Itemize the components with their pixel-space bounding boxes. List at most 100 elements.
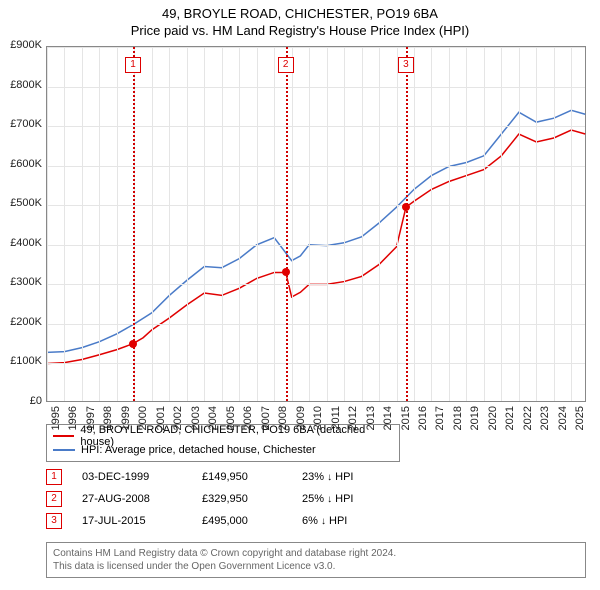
series-line-hpi [47, 110, 585, 352]
x-axis-label: 2006 [242, 406, 254, 436]
sale-row: 2 27-AUG-2008£329,95025% ↓ HPI [46, 488, 466, 510]
sale-price: £329,950 [202, 493, 302, 505]
gridline-v [379, 47, 380, 401]
gridline-v [344, 47, 345, 401]
y-axis-label: £600K [2, 158, 42, 170]
x-axis-label: 2001 [155, 406, 167, 436]
gridline-h [47, 363, 585, 364]
gridline-v [82, 47, 83, 401]
x-axis-label: 1995 [50, 406, 62, 436]
sale-date: 17-JUL-2015 [82, 515, 202, 527]
sale-date: 03-DEC-1999 [82, 471, 202, 483]
x-axis-label: 2004 [207, 406, 219, 436]
sale-dot-1 [129, 340, 137, 348]
x-axis-label: 2022 [522, 406, 534, 436]
x-axis-label: 2005 [225, 406, 237, 436]
gridline-v [222, 47, 223, 401]
attribution-footer: Contains HM Land Registry data © Crown c… [46, 542, 586, 578]
gridline-v [397, 47, 398, 401]
sale-row: 1 03-DEC-1999£149,95023% ↓ HPI [46, 466, 466, 488]
gridline-h [47, 205, 585, 206]
x-axis-label: 1998 [102, 406, 114, 436]
x-axis-label: 2018 [452, 406, 464, 436]
sale-hpi-diff: 23% ↓ HPI [302, 471, 382, 483]
x-axis-label: 2007 [260, 406, 272, 436]
x-axis-label: 2008 [277, 406, 289, 436]
gridline-v [274, 47, 275, 401]
gridline-v [431, 47, 432, 401]
gridline-h [47, 47, 585, 48]
gridline-v [484, 47, 485, 401]
legend-label: HPI: Average price, detached house, Chic… [81, 444, 316, 456]
sale-marker-badge: 1 [46, 469, 62, 485]
x-axis-label: 2017 [434, 406, 446, 436]
sale-row: 3 17-JUL-2015£495,0006% ↓ HPI [46, 510, 466, 532]
sale-hpi-diff: 6% ↓ HPI [302, 515, 382, 527]
gridline-v [117, 47, 118, 401]
gridline-v [414, 47, 415, 401]
sale-date: 27-AUG-2008 [82, 493, 202, 505]
x-axis-label: 2011 [330, 406, 342, 436]
gridline-h [47, 324, 585, 325]
gridline-h [47, 284, 585, 285]
marker-line-3 [406, 47, 408, 401]
gridline-v [536, 47, 537, 401]
y-axis-label: £400K [2, 237, 42, 249]
y-axis-label: £700K [2, 118, 42, 130]
gridline-v [466, 47, 467, 401]
gridline-v [239, 47, 240, 401]
marker-line-1 [133, 47, 135, 401]
x-axis-label: 2003 [190, 406, 202, 436]
gridline-h [47, 126, 585, 127]
sale-price: £149,950 [202, 471, 302, 483]
chart-title: 49, BROYLE ROAD, CHICHESTER, PO19 6BA [0, 0, 600, 21]
sale-price: £495,000 [202, 515, 302, 527]
gridline-v [257, 47, 258, 401]
x-axis-label: 2014 [382, 406, 394, 436]
gridline-v [64, 47, 65, 401]
marker-badge-2: 2 [278, 57, 294, 73]
chart-svg [47, 47, 585, 401]
gridline-h [47, 166, 585, 167]
footer-line-2: This data is licensed under the Open Gov… [53, 560, 579, 573]
sale-marker-badge: 3 [46, 513, 62, 529]
x-axis-label: 2016 [417, 406, 429, 436]
gridline-h [47, 245, 585, 246]
gridline-v [327, 47, 328, 401]
y-axis-label: £200K [2, 316, 42, 328]
gridline-v [99, 47, 100, 401]
gridline-v [292, 47, 293, 401]
gridline-v [309, 47, 310, 401]
gridline-v [204, 47, 205, 401]
y-axis-label: £0 [2, 395, 42, 407]
y-axis-label: £100K [2, 355, 42, 367]
gridline-v [519, 47, 520, 401]
x-axis-label: 2019 [469, 406, 481, 436]
gridline-v [501, 47, 502, 401]
x-axis-label: 2025 [574, 406, 586, 436]
x-axis-label: 1999 [120, 406, 132, 436]
marker-line-2 [286, 47, 288, 401]
gridline-v [169, 47, 170, 401]
x-axis-label: 2023 [539, 406, 551, 436]
marker-badge-3: 3 [398, 57, 414, 73]
x-axis-label: 2002 [172, 406, 184, 436]
marker-badge-1: 1 [125, 57, 141, 73]
plot-area: 1 2 3 [46, 46, 586, 402]
chart-subtitle: Price paid vs. HM Land Registry's House … [0, 21, 600, 38]
x-axis-label: 2010 [312, 406, 324, 436]
sale-marker-badge: 2 [46, 491, 62, 507]
sale-hpi-diff: 25% ↓ HPI [302, 493, 382, 505]
y-axis-label: £500K [2, 197, 42, 209]
footer-line-1: Contains HM Land Registry data © Crown c… [53, 547, 579, 560]
x-axis-label: 2012 [347, 406, 359, 436]
x-axis-label: 2009 [295, 406, 307, 436]
x-axis-label: 2020 [487, 406, 499, 436]
x-axis-label: 2024 [557, 406, 569, 436]
x-axis-label: 1996 [67, 406, 79, 436]
x-axis-label: 2000 [137, 406, 149, 436]
chart-container: 49, BROYLE ROAD, CHICHESTER, PO19 6BA Pr… [0, 0, 600, 590]
gridline-v [449, 47, 450, 401]
gridline-v [47, 47, 48, 401]
gridline-h [47, 87, 585, 88]
